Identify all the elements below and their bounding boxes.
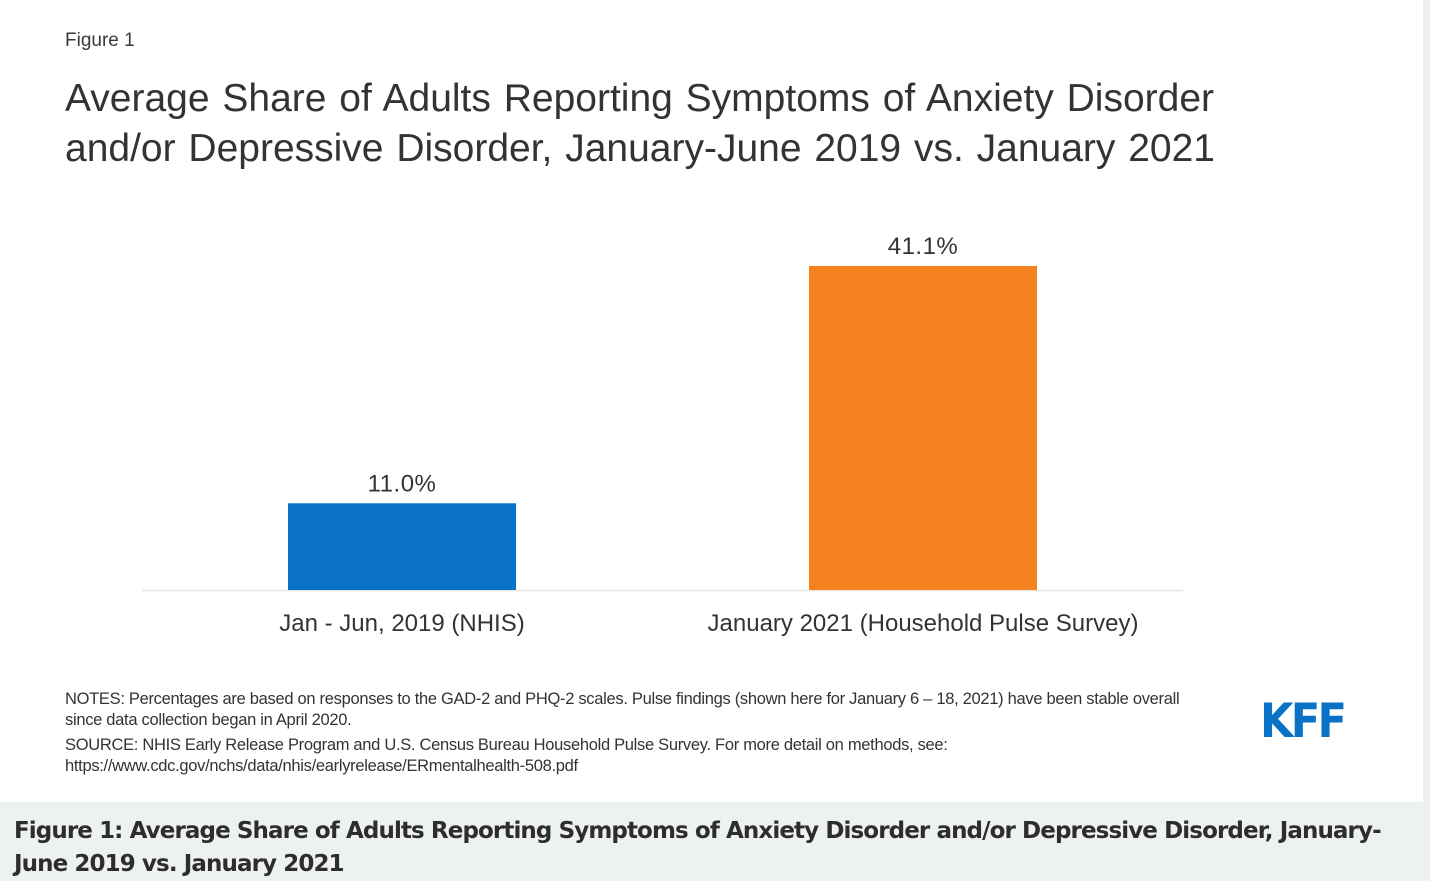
- figure-caption: Figure 1: Average Share of Adults Report…: [14, 818, 1382, 877]
- category-label-2: January 2021 (Household Pulse Survey): [708, 610, 1139, 637]
- source-line-1: SOURCE: NHIS Early Release Program and U…: [65, 736, 948, 754]
- figure-panel: Figure 1 Average Share of Adults Reporti…: [0, 0, 1423, 802]
- chart-title: Average Share of Adults Reporting Sympto…: [65, 77, 1215, 170]
- bar-2: [809, 266, 1037, 590]
- bar-chart: 11.0% Jan - Jun, 2019 (NHIS) 41.1% January …: [142, 233, 1183, 637]
- category-label-1: Jan - Jun, 2019 (NHIS): [279, 610, 524, 637]
- figure-label: Figure 1: [65, 30, 135, 51]
- bar-1: [288, 503, 516, 590]
- chart-notes: NOTES: Percentages are based on response…: [65, 689, 1205, 777]
- source-url: https://www.cdc.gov/nchs/data/nhis/early…: [65, 757, 578, 775]
- notes-text: NOTES: Percentages are based on response…: [65, 690, 1180, 729]
- data-label-1: 11.0%: [368, 470, 437, 497]
- source-text: SOURCE: NHIS Early Release Program and U…: [65, 735, 1205, 777]
- data-label-2: 41.1%: [888, 233, 959, 260]
- kff-logo: KFF: [1260, 694, 1347, 749]
